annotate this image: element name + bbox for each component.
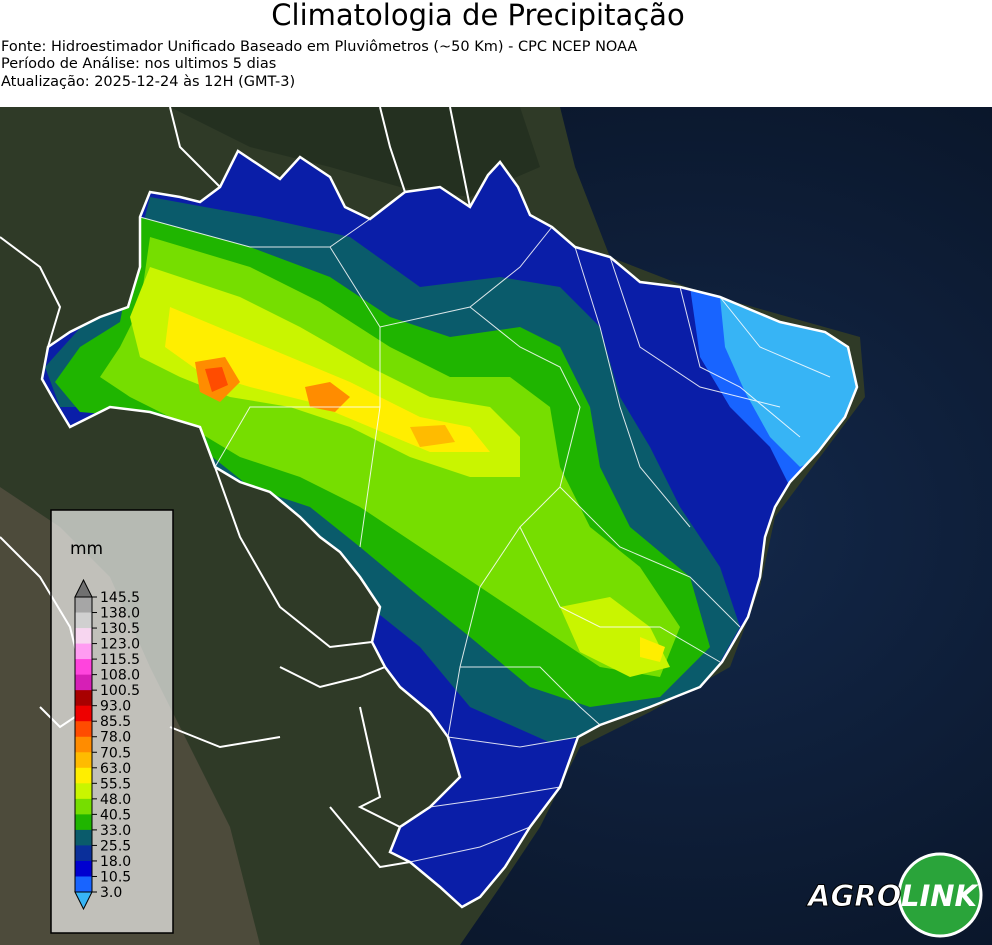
legend-level-label: 115.5 bbox=[100, 652, 140, 668]
legend-swatch bbox=[75, 814, 92, 831]
legend-swatch bbox=[75, 721, 92, 738]
legend-swatch bbox=[75, 612, 92, 629]
legend-level-label: 63.0 bbox=[100, 761, 131, 777]
legend-level-label: 123.0 bbox=[100, 637, 140, 653]
country-borders bbox=[0, 107, 471, 869]
legend-swatch bbox=[75, 736, 92, 753]
legend-level-label: 18.0 bbox=[100, 854, 131, 870]
legend-level-label: 130.5 bbox=[100, 621, 140, 637]
brazil-border bbox=[40, 149, 859, 909]
legend-level-label: 70.5 bbox=[100, 745, 131, 761]
legend-swatch bbox=[75, 783, 92, 800]
legend-level-label: 40.5 bbox=[100, 807, 131, 823]
precipitation-field bbox=[42, 151, 857, 907]
agrolink-logo: AGRO LINK bbox=[806, 852, 983, 938]
color-legend: mm 145.5138.0130.5123.0115.5108.0100.593… bbox=[50, 509, 174, 934]
legend-swatch bbox=[75, 798, 92, 815]
state-borders bbox=[139, 216, 831, 863]
legend-swatch bbox=[75, 752, 92, 769]
legend-swatch bbox=[75, 876, 92, 893]
legend-swatch bbox=[75, 643, 92, 660]
legend-level-label: 108.0 bbox=[100, 668, 140, 684]
guiana-region bbox=[170, 107, 540, 197]
legend-swatch bbox=[75, 829, 92, 846]
legend-level-label: 145.5 bbox=[100, 590, 140, 606]
legend-swatch bbox=[75, 690, 92, 707]
updated-line: Atualização: 2025-12-24 às 12H (GMT-3) bbox=[1, 74, 296, 90]
legend-level-label: 10.5 bbox=[100, 869, 131, 885]
legend-level-label: 25.5 bbox=[100, 838, 131, 854]
legend-swatch bbox=[75, 597, 92, 614]
legend-level-label: 33.0 bbox=[100, 823, 131, 839]
legend-level-label: 55.5 bbox=[100, 776, 131, 792]
legend-swatch bbox=[75, 767, 92, 784]
period-line: Período de Análise: nos ultimos 5 dias bbox=[1, 56, 277, 72]
legend-level-label: 93.0 bbox=[100, 699, 131, 715]
legend-level-label: 100.5 bbox=[100, 683, 140, 699]
legend-swatch bbox=[75, 628, 92, 645]
legend-level-label: 138.0 bbox=[100, 606, 140, 622]
logo-link-text: LINK bbox=[901, 879, 980, 913]
legend-level-label: 3.0 bbox=[100, 885, 122, 901]
legend-swatch bbox=[75, 845, 92, 862]
legend-swatch bbox=[75, 860, 92, 877]
legend-unit: mm bbox=[70, 539, 103, 559]
legend-level-label: 78.0 bbox=[100, 730, 131, 746]
source-line: Fonte: Hidroestimador Unificado Baseado … bbox=[1, 39, 638, 55]
legend-swatch bbox=[75, 674, 92, 691]
precipitation-map: mm 145.5138.0130.5123.0115.5108.0100.593… bbox=[0, 107, 992, 945]
logo-agro-text: AGRO bbox=[806, 879, 901, 913]
legend-bar-outline bbox=[74, 596, 93, 893]
map-title: Climatologia de Precipitação bbox=[271, 0, 685, 32]
legend-swatch bbox=[75, 705, 92, 722]
legend-level-label: 48.0 bbox=[100, 792, 131, 808]
legend-swatch bbox=[75, 659, 92, 676]
legend-level-label: 85.5 bbox=[100, 714, 131, 730]
